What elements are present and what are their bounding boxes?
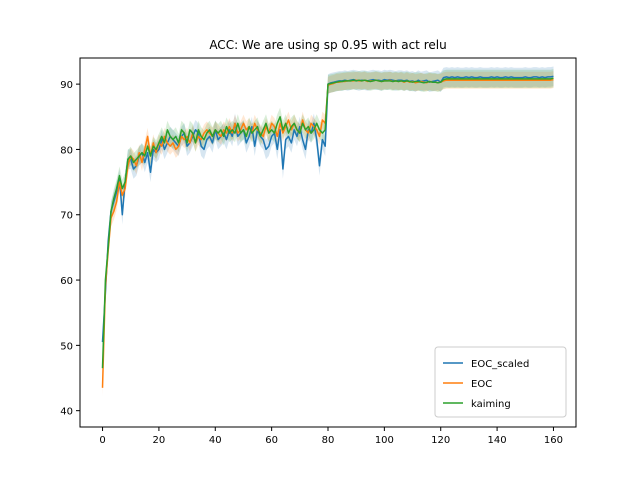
- y-tick-label: 60: [60, 276, 73, 287]
- y-tick-label: 90: [60, 80, 73, 91]
- y-tick-label: 80: [60, 145, 73, 156]
- x-tick-label: 80: [322, 435, 335, 446]
- plot-frame: [79, 57, 577, 428]
- confidence-bands: [102, 66, 554, 397]
- y-tick-label: 40: [60, 407, 73, 418]
- legend-box: [434, 346, 567, 418]
- legend-label-0: EOC_scaled: [471, 359, 529, 370]
- legend-label-1: EOC: [471, 379, 492, 390]
- x-tick-label: 100: [375, 435, 394, 446]
- x-tick-label: 20: [153, 435, 166, 446]
- x-tick-label: 160: [544, 435, 563, 446]
- y-tick-label: 50: [60, 341, 73, 352]
- series-line-2: [101, 77, 554, 369]
- x-tick-label: 140: [488, 435, 507, 446]
- legend-label-2: kaiming: [471, 399, 511, 410]
- axis-ticks: 0 20 40 60 80 100 120 140 160 40 50 60 70 80 90: [60, 80, 563, 446]
- band-0: [102, 66, 554, 352]
- chart-title: ACC: We are using sp 0.95 with act relu: [209, 38, 446, 52]
- x-tick-label: 40: [209, 435, 222, 446]
- x-tick-label: 60: [265, 435, 278, 446]
- x-tick-label: 0: [99, 435, 105, 446]
- series-lines: [101, 75, 554, 388]
- x-tick-label: 120: [431, 435, 450, 446]
- y-tick-label: 70: [60, 211, 73, 222]
- legend: EOC_scaled EOC kaiming: [434, 346, 567, 418]
